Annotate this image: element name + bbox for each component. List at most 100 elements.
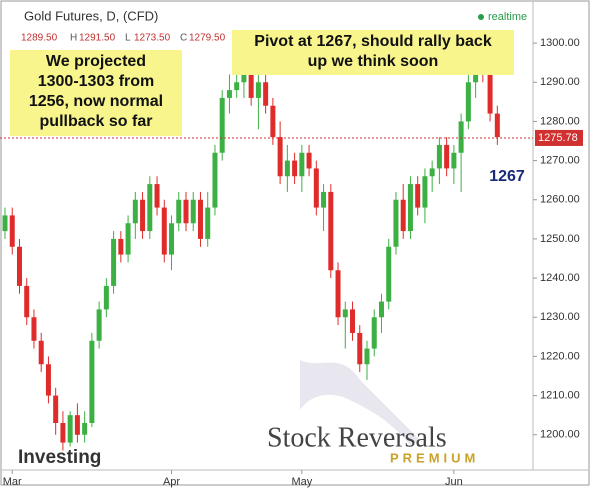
candle-body — [494, 113, 500, 138]
candle-body — [89, 340, 95, 423]
y-tick-label: 1210.00 — [540, 389, 580, 401]
candle-body — [96, 309, 102, 341]
ohlc-letter: H — [70, 33, 77, 44]
logo-investing: Investing — [18, 447, 101, 468]
y-tick-label: 1260.00 — [540, 194, 580, 206]
candle-body — [45, 364, 51, 396]
candle-body — [183, 199, 189, 224]
chart-title: Gold Futures, D, (CFD) — [24, 8, 158, 23]
candle-body — [364, 348, 370, 365]
candle-body — [415, 184, 421, 208]
annotation-text: We projected — [46, 53, 146, 70]
annotation-box — [232, 30, 514, 75]
candle-body — [190, 199, 196, 224]
candle-body — [67, 415, 73, 443]
candle-body — [371, 317, 377, 349]
candle-body — [386, 246, 392, 302]
y-tick-label: 1200.00 — [540, 429, 580, 441]
candle-body — [241, 74, 247, 83]
candle-body — [357, 332, 363, 365]
annotation-box — [10, 50, 182, 136]
candle-body — [378, 301, 384, 318]
candle-body — [487, 74, 493, 114]
candle-body — [335, 270, 341, 318]
candle-body — [226, 90, 232, 98]
candle-body — [248, 74, 254, 98]
y-tick-label: 1220.00 — [540, 350, 580, 362]
candle-body — [270, 105, 276, 138]
candle-body — [284, 160, 290, 177]
y-tick-label: 1230.00 — [540, 311, 580, 323]
candle-body — [234, 82, 240, 91]
logo-premium: PREMIUM — [390, 450, 479, 465]
ohlc-value: 1273.50 — [134, 33, 171, 44]
candle-body — [140, 199, 146, 232]
y-tick-label: 1240.00 — [540, 272, 580, 284]
candle-body — [38, 340, 44, 365]
x-tick-label: May — [291, 476, 312, 488]
candle-body — [219, 97, 225, 153]
current-price-box — [535, 129, 583, 146]
candle-body — [212, 152, 218, 208]
ohlc-letter: C — [180, 33, 187, 44]
bull-logo — [300, 360, 420, 445]
candle-body — [342, 309, 348, 318]
candle-body — [321, 191, 327, 208]
candle-body — [465, 82, 471, 122]
candle-body — [429, 168, 435, 177]
x-tick-label: Jun — [445, 476, 463, 488]
candle-body — [328, 191, 334, 271]
logo-brand: Stock Reversals — [267, 422, 447, 453]
candle-body — [16, 246, 22, 286]
annotation-text: 1300-1303 from — [38, 73, 155, 90]
candle-body — [125, 223, 131, 255]
annotation-text: 1256, now normal — [29, 93, 163, 110]
candle-body — [458, 121, 464, 153]
annotation-text: Pivot at 1267, should rally back — [254, 33, 492, 50]
candle-body — [292, 160, 298, 177]
candle-body — [306, 152, 312, 169]
candle-body — [407, 184, 413, 232]
ohlc-value: 1279.50 — [189, 33, 226, 44]
y-tick-label: 1270.00 — [540, 154, 580, 166]
ohlc-open: 1289.50 — [21, 33, 58, 44]
ohlc-value: 1291.50 — [79, 33, 116, 44]
candle-body — [169, 223, 175, 255]
candle-body — [118, 238, 124, 255]
annotation-text: pullback so far — [40, 113, 153, 130]
candle-body — [299, 152, 305, 177]
candle-body — [154, 184, 160, 208]
candle-body — [53, 395, 59, 423]
candle-body — [400, 199, 406, 232]
candle-body — [422, 176, 428, 208]
candle-body — [263, 82, 269, 106]
candle-body — [313, 168, 319, 208]
x-tick-label: Mar — [3, 476, 22, 488]
y-tick-label: 1290.00 — [540, 76, 580, 88]
status-dot — [478, 14, 484, 20]
candle-body — [60, 423, 66, 443]
candle-body — [255, 82, 261, 98]
candle-body — [161, 207, 167, 255]
annotation-text: 1267 — [489, 168, 525, 185]
y-tick-label: 1250.00 — [540, 233, 580, 245]
candle-body — [277, 137, 283, 177]
candle-body — [9, 215, 15, 247]
candle-body — [147, 184, 153, 232]
ohlc-letter: L — [125, 33, 131, 44]
candle-body — [205, 207, 211, 239]
candle-body — [176, 199, 182, 224]
candle-body — [111, 238, 117, 286]
candle-body — [197, 199, 203, 239]
candle-body — [451, 152, 457, 169]
candle-body — [444, 144, 450, 169]
current-price-label: 1275.78 — [538, 132, 578, 144]
annotation-text: up we think soon — [308, 53, 439, 70]
candle-body — [103, 285, 109, 310]
candle-body — [2, 215, 8, 232]
candle-body — [82, 423, 88, 435]
x-tick-label: Apr — [163, 476, 180, 488]
candle-body — [74, 415, 80, 435]
